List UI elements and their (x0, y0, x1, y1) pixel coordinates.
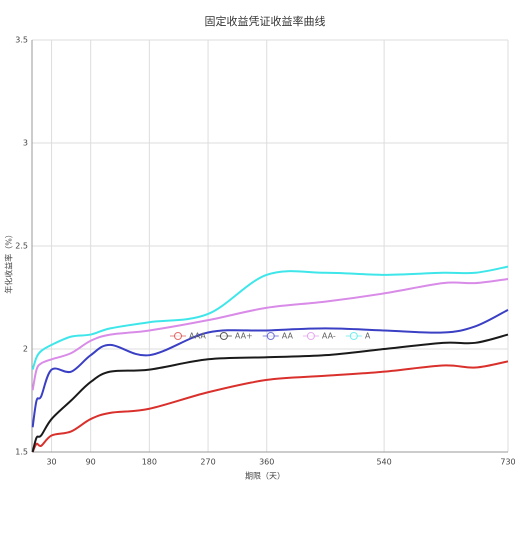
y-tick-label: 1.5 (15, 448, 28, 457)
legend-icon (266, 332, 275, 340)
legend-icon (349, 332, 358, 340)
line-series (31, 265, 509, 370)
legend-label: AA+ (235, 332, 253, 341)
line-series (31, 308, 509, 428)
line-series (31, 360, 509, 453)
y-axis-label: 年化收益率（%） (4, 230, 14, 294)
legend-icon (219, 332, 228, 340)
line-series (31, 333, 509, 453)
x-tick-label: 270 (200, 458, 215, 467)
x-tick-label: 30 (46, 458, 56, 467)
legend-icon (306, 332, 315, 340)
x-tick-label: 90 (86, 458, 96, 467)
legend-label: AA (282, 332, 294, 341)
x-tick-label: 730 (500, 458, 515, 467)
x-axis-label: 期限（天） (245, 472, 285, 481)
legend-label: A (365, 332, 371, 341)
y-tick-label: 2 (23, 345, 28, 354)
x-tick-label: 180 (142, 458, 157, 467)
x-tick-label: 360 (259, 458, 274, 467)
x-tick-label: 540 (376, 458, 391, 467)
y-tick-label: 3 (23, 139, 28, 148)
legend-label: AAA (189, 332, 206, 341)
line-series (31, 277, 509, 391)
chart-title: 固定收益凭证收益率曲线 (205, 14, 326, 28)
legend-label: AA- (322, 332, 336, 341)
y-tick-label: 3.5 (15, 36, 28, 45)
legend-icon (174, 332, 182, 340)
y-tick-label: 2.5 (15, 242, 28, 251)
